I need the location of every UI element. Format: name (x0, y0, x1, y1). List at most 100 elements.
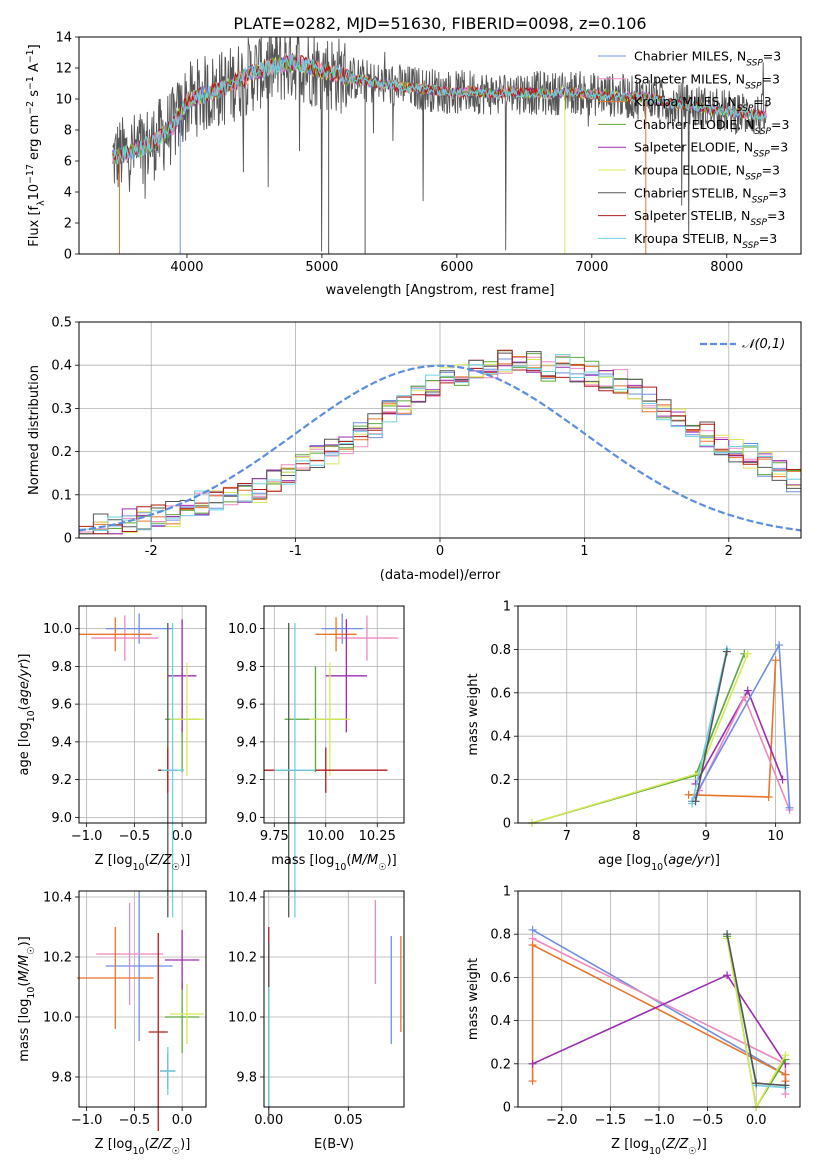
weight-line-chabrier_stelib (694, 651, 728, 802)
y-tick-label: 10.4 (228, 891, 257, 906)
x-tick-label: -2 (145, 544, 158, 559)
residual-hist-salpeter_stelib (79, 349, 801, 535)
mass_vs_ebv-plot (268, 900, 402, 1122)
y-tick-label: 4 (64, 186, 72, 201)
x-tick-label: −0.5 (692, 1113, 724, 1128)
y-tick-label: 0.2 (490, 1057, 511, 1072)
mass_weight_vs_age-plot (527, 641, 794, 827)
residual-hist-kroupa_stelib (79, 354, 801, 531)
axes-residuals: -2 -1 0 1 2 0 0.1 0.2 0.3 0.4 0.5 (data-model)/erro… (27, 316, 802, 583)
weight-line-kroupa_stelib (691, 649, 728, 804)
axes-mass_weight_vs_Z: −2.0 −1.5 −1.0 −0.5 0.0 0 0.2 0.4 0.6 0.8 1 Z [log1… (466, 885, 801, 1157)
y-tick-label: 0 (503, 817, 511, 832)
y-tick-label: 0 (64, 248, 72, 263)
mass_weight_vs_Z-xlabel: Z [log10(Z/Z☉)] (611, 1137, 707, 1157)
x-tick-label: 7000 (575, 260, 608, 275)
age_vs_Z-plot (79, 613, 205, 918)
y-tick-label: 9.4 (51, 735, 72, 750)
x-tick-label: −1.0 (71, 1113, 103, 1128)
x-tick-label: 9 (702, 829, 710, 844)
residuals-ylabel: Normed distribution (27, 365, 42, 495)
x-tick-label: 10 (767, 829, 784, 844)
x-tick-label: −1.5 (595, 1113, 627, 1128)
legend-label-salpeter_stelib: Salpeter STELIB, NSSP=3 (634, 208, 785, 228)
y-tick-label: 9.8 (51, 1071, 72, 1086)
y-tick-label: 0.3 (51, 402, 72, 417)
legend-label-kroupa_miles: Kroupa MILES, NSSP=3 (634, 94, 772, 114)
x-tick-label: 0 (436, 544, 444, 559)
y-tick-label: 10.2 (228, 951, 257, 966)
axes-frame (78, 36, 802, 255)
age_vs_Z-ylabel: age [log10(age/yr)] (17, 653, 37, 775)
spectrum-line-chabrier_stelib (112, 37, 768, 252)
y-tick-label: 9.8 (236, 660, 257, 675)
x-tick-label: 8000 (710, 260, 743, 275)
residuals-xlabel: (data-model)/error (380, 568, 501, 583)
normal-curve (78, 364, 802, 532)
y-tick-label: 10.2 (43, 951, 72, 966)
y-tick-label: 8 (64, 124, 72, 139)
y-tick-label: 10.0 (43, 1011, 72, 1026)
x-tick-label: 5000 (305, 260, 338, 275)
axes-frame (263, 890, 405, 1108)
y-tick-label: 10 (55, 93, 72, 108)
y-tick-label: 10.0 (43, 622, 72, 637)
y-tick-label: 1 (503, 600, 511, 615)
y-tick-label: 0.4 (490, 730, 511, 745)
y-tick-label: 0.8 (490, 643, 511, 658)
legend-label-normal: 𝒩(0,1) (742, 337, 785, 352)
legend-label-salpeter_miles: Salpeter MILES, NSSP=3 (634, 71, 780, 91)
axes-frame (78, 605, 207, 824)
axes-mass_vs_Z: −1.0 −0.5 0.0 9.8 10.0 10.2 10.4 Z [log10(Z/Z☉)… (17, 890, 207, 1157)
y-tick-label: 0.6 (490, 971, 511, 986)
x-tick-label: −0.5 (119, 1113, 151, 1128)
axes-mass_vs_ebv: 0.00 0.059.810.010.210.4E(B-V) (228, 890, 405, 1152)
y-tick-label: 9.8 (236, 1071, 257, 1086)
y-tick-label: 9.6 (236, 698, 257, 713)
axes-frame (78, 890, 207, 1108)
legend-label-chabrier_miles: Chabrier MILES, NSSP=3 (634, 49, 781, 69)
age_vs_Z-xlabel: Z [log10(Z/Z☉)] (95, 853, 191, 873)
figure-title: PLATE=0282, MJD=51630, FIBERID=0098, z=0… (233, 14, 646, 33)
axes-age_vs_mass: 9.75 10.00 10.25 9.0 9.2 9.4 9.6 9.8 10.0 mass [l… (228, 605, 405, 918)
x-tick-label: 1 (580, 544, 588, 559)
y-tick-label: 0.8 (490, 928, 511, 943)
x-tick-label: 0.0 (172, 829, 193, 844)
x-tick-label: 8 (632, 829, 640, 844)
legend-label-kroupa_stelib: Kroupa STELIB, NSSP=3 (634, 231, 777, 251)
axes-frame (78, 321, 802, 539)
y-tick-label: 9.8 (51, 660, 72, 675)
x-tick-label: −1.0 (71, 829, 103, 844)
x-tick-label: 7 (563, 829, 571, 844)
x-tick-label: 6000 (440, 260, 473, 275)
axes-age_vs_Z: −1.0 −0.5 0.0 9.0 9.2 9.4 9.6 9.8 10.0 Z [log10(Z… (17, 605, 207, 918)
legend-label-chabrier_elodie: Chabrier ELODIE, NSSP=3 (634, 117, 789, 137)
weight-line-kroupa_elodie (531, 653, 749, 824)
x-tick-label: −1.0 (643, 1113, 675, 1128)
residuals-plot (78, 349, 802, 535)
y-tick-label: 12 (55, 62, 72, 77)
y-tick-label: 0.2 (51, 445, 72, 460)
legend-label-kroupa_elodie: Kroupa ELODIE, NSSP=3 (634, 163, 780, 183)
x-tick-label: 0.0 (746, 1113, 767, 1128)
x-tick-label: 9.75 (260, 829, 289, 844)
y-tick-label: 0.2 (490, 773, 511, 788)
y-tick-label: 6 (64, 155, 72, 170)
y-tick-label: 2 (64, 217, 72, 232)
axes-frame (517, 605, 801, 824)
y-tick-label: 14 (55, 31, 72, 46)
axes-frame (263, 605, 405, 824)
y-tick-label: 0.1 (51, 488, 72, 503)
y-tick-label: 0.6 (490, 686, 511, 701)
x-tick-label: 2 (725, 544, 733, 559)
x-tick-label: 10.00 (307, 829, 344, 844)
axes-frame (517, 890, 801, 1108)
spectrum-plot (112, 37, 768, 254)
y-tick-label: 9.2 (236, 773, 257, 788)
mass_vs_ebv-xlabel: E(B-V) (314, 1137, 354, 1152)
y-tick-label: 0.5 (51, 316, 72, 331)
mass_vs_Z-plot (77, 891, 205, 1131)
x-tick-label: −0.5 (119, 829, 151, 844)
y-tick-label: 0 (64, 532, 72, 547)
